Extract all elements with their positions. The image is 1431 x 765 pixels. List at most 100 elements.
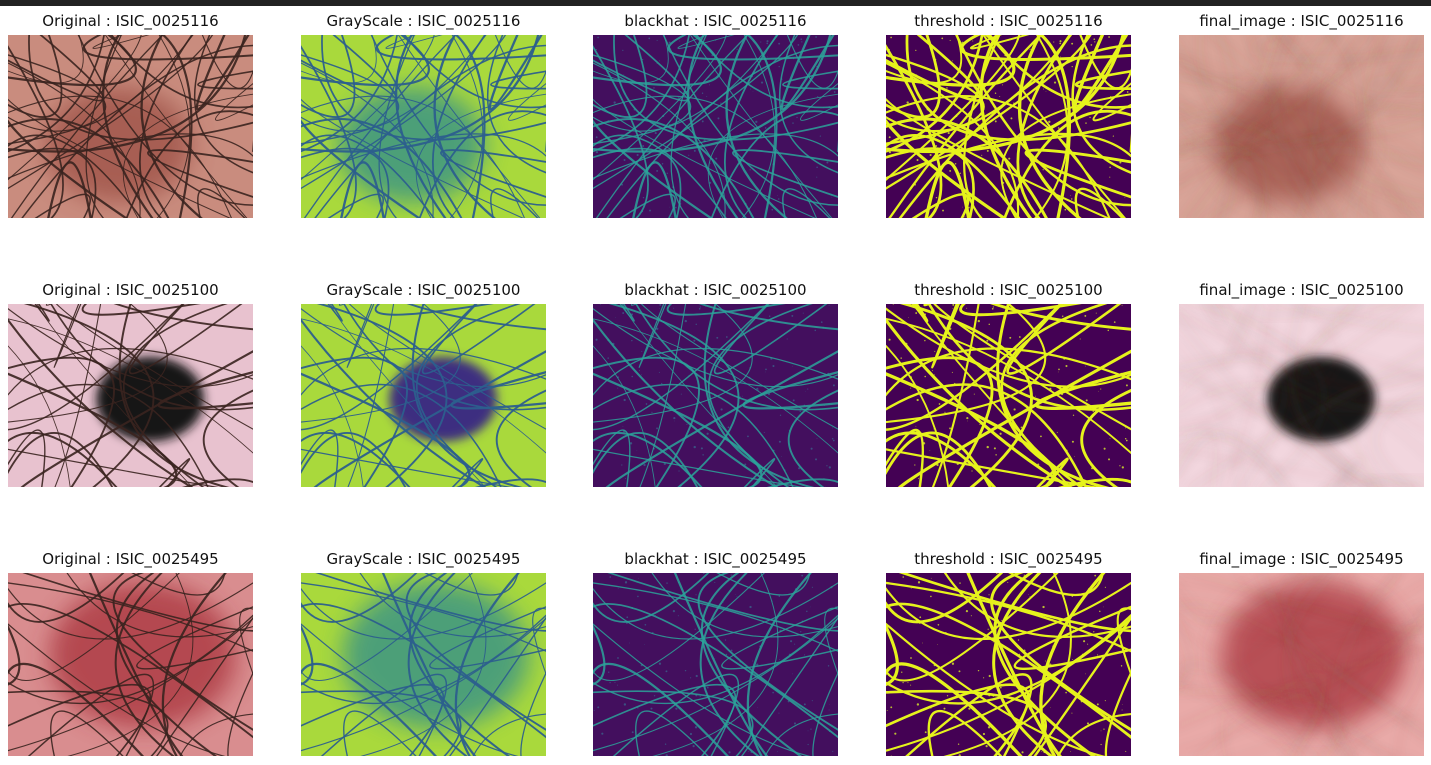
hair (8, 383, 209, 487)
speck (599, 304, 601, 305)
hair (595, 35, 749, 218)
speck (810, 447, 813, 450)
hair (407, 573, 468, 756)
speck (803, 703, 806, 706)
hair (252, 139, 253, 152)
panel-image (1179, 304, 1424, 487)
speck (1108, 36, 1110, 38)
speck (1103, 728, 1105, 730)
speck (1121, 703, 1123, 705)
speck (752, 660, 753, 662)
hair (118, 304, 230, 487)
hair (593, 345, 656, 487)
panel-title: final_image : ISIC_0025495 (1199, 550, 1403, 569)
hair (593, 624, 606, 686)
hair (179, 713, 253, 756)
speck (1074, 456, 1075, 457)
speck (1098, 390, 1099, 392)
speck (986, 149, 989, 152)
hair (125, 110, 253, 218)
hair (8, 98, 231, 218)
hair (385, 35, 443, 49)
hair (1318, 149, 1424, 198)
speck (1040, 435, 1042, 438)
hair (403, 35, 546, 109)
hair (1057, 713, 1131, 756)
speck (1121, 304, 1123, 306)
speck (1121, 709, 1123, 711)
hair (886, 317, 1073, 487)
hair (1225, 304, 1273, 487)
speck (623, 74, 625, 75)
hair (156, 616, 253, 756)
hair (301, 431, 411, 487)
speck (811, 586, 813, 588)
speck (949, 169, 952, 172)
hair (408, 573, 511, 756)
speck (694, 726, 698, 729)
speck (964, 216, 966, 218)
hair (593, 617, 838, 752)
hair (593, 134, 727, 218)
speck (778, 440, 781, 443)
speck (995, 573, 998, 574)
speck (828, 466, 831, 469)
speck (952, 307, 954, 309)
hair (1179, 118, 1341, 218)
speck (930, 577, 932, 579)
hair (927, 304, 1131, 411)
hair (1352, 478, 1424, 487)
speck (832, 439, 835, 442)
hair (34, 193, 91, 218)
hair (593, 582, 838, 652)
speck (702, 573, 705, 574)
hair (1179, 573, 1296, 623)
speck (799, 410, 802, 413)
hair (301, 617, 546, 752)
speck (595, 150, 599, 154)
hair (301, 624, 314, 686)
speck (1070, 198, 1073, 200)
speck (659, 60, 661, 62)
hair (104, 35, 248, 218)
hair (593, 98, 816, 218)
speck (1085, 122, 1087, 124)
hair (301, 35, 398, 153)
hair (732, 149, 838, 198)
speck (708, 77, 710, 79)
hair (886, 134, 1021, 218)
speck (1027, 594, 1029, 595)
hair (931, 304, 980, 487)
hair (494, 35, 546, 89)
speck (675, 707, 678, 710)
panel-title: Original : ISIC_0025100 (42, 281, 218, 300)
hair (593, 448, 804, 487)
hair (1179, 119, 1299, 218)
speck (728, 751, 731, 754)
speck (597, 755, 599, 756)
hair (746, 573, 812, 756)
speck (986, 445, 989, 449)
speck (1070, 195, 1072, 197)
panel-image (301, 304, 546, 487)
hair (315, 573, 546, 632)
speck (803, 654, 806, 656)
speck (658, 371, 660, 373)
panel-image (593, 35, 838, 218)
hair (639, 304, 687, 487)
speck (791, 365, 793, 367)
speck (723, 602, 725, 603)
hair (1310, 35, 1365, 218)
hair (703, 304, 815, 487)
speck (1071, 440, 1074, 443)
speck (751, 476, 753, 478)
hair (8, 35, 247, 153)
speck (966, 307, 968, 309)
hair (8, 318, 194, 487)
hair (8, 356, 116, 487)
speck (816, 176, 818, 178)
hair (1179, 147, 1268, 218)
hair (301, 347, 546, 396)
hair (490, 70, 546, 90)
speck (1010, 117, 1013, 120)
